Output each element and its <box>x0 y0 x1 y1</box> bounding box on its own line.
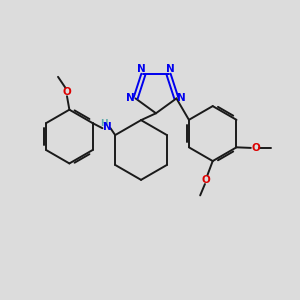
Text: H: H <box>100 119 108 128</box>
Text: N: N <box>137 64 146 74</box>
Text: O: O <box>202 175 211 185</box>
Text: N: N <box>177 93 186 103</box>
Text: N: N <box>103 122 111 132</box>
Text: N: N <box>126 93 134 103</box>
Text: O: O <box>251 143 260 153</box>
Text: O: O <box>63 87 71 97</box>
Text: N: N <box>166 64 175 74</box>
